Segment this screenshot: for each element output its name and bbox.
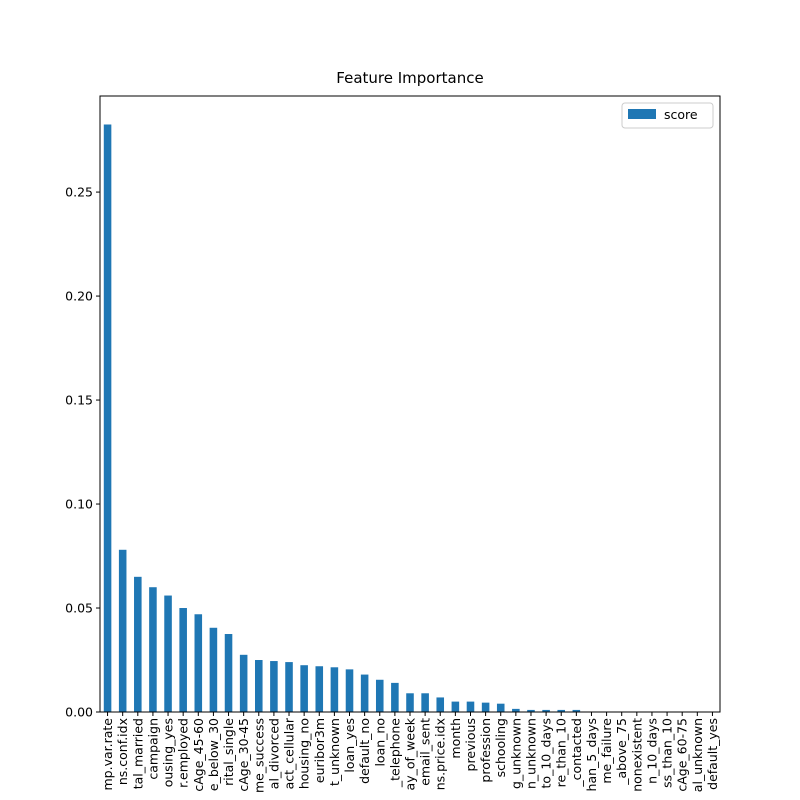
bar bbox=[557, 709, 565, 712]
x-tick-label: _contacted bbox=[569, 718, 584, 788]
x-tick-label: schooling bbox=[493, 718, 508, 777]
x-tick-label: default_yes bbox=[705, 718, 720, 790]
bar bbox=[300, 665, 308, 712]
x-tick-label: mp.var.rate bbox=[100, 718, 115, 791]
bar bbox=[481, 702, 490, 712]
bar bbox=[118, 549, 127, 712]
x-tick-label: rital_single bbox=[221, 718, 236, 786]
y-tick-label: 0.25 bbox=[65, 185, 93, 200]
bar bbox=[375, 679, 384, 712]
plot-frame bbox=[99, 95, 721, 713]
x-tick-label: han_5_days bbox=[584, 718, 599, 791]
x-tick-label: euribor3m bbox=[312, 718, 327, 783]
bar bbox=[345, 669, 354, 712]
x-tick-label: previous bbox=[463, 718, 478, 771]
x-tick-label: al_unknown bbox=[690, 718, 705, 792]
y-tick-label: 0.20 bbox=[65, 289, 93, 304]
x-tick-label: g_unknown bbox=[508, 718, 523, 789]
x-tick-label: me_success bbox=[251, 718, 266, 793]
y-tick-label: 0.10 bbox=[65, 497, 93, 512]
x-tick-label: al_divorced bbox=[266, 718, 281, 789]
bar bbox=[360, 674, 369, 712]
bar bbox=[451, 701, 460, 712]
bar bbox=[194, 614, 203, 712]
x-tick-label: e_below_30 bbox=[206, 718, 221, 791]
bar bbox=[527, 709, 535, 712]
bar bbox=[239, 654, 248, 712]
bar bbox=[270, 661, 278, 712]
legend-swatch bbox=[628, 109, 656, 119]
x-tick-label: cAge_30-45 bbox=[236, 718, 251, 792]
bar bbox=[496, 703, 505, 712]
bar bbox=[406, 693, 414, 712]
x-tick-label: re_than_10 bbox=[554, 718, 569, 787]
bar bbox=[542, 709, 550, 712]
x-tick-label: ns.conf.idx bbox=[115, 718, 130, 785]
bar bbox=[285, 662, 293, 712]
bar bbox=[164, 595, 172, 712]
x-tick-label: loan_yes bbox=[342, 718, 357, 773]
x-tick-label: act_cellular bbox=[282, 717, 297, 789]
bar bbox=[572, 709, 581, 712]
x-tick-label: ns.price.idx bbox=[433, 718, 448, 790]
x-tick-label: tal_married bbox=[130, 718, 145, 789]
x-tick-label: _above_75 bbox=[614, 718, 629, 786]
bar bbox=[209, 627, 218, 712]
bar bbox=[149, 587, 157, 712]
x-tick-label: loan_no bbox=[372, 718, 387, 767]
x-tick-label: n_10_days bbox=[644, 718, 659, 784]
x-tick-label: nonexistent bbox=[629, 718, 644, 792]
x-tick-label: housing_no bbox=[297, 718, 312, 789]
bar bbox=[391, 682, 399, 712]
x-tick-label: cAge_60-75 bbox=[675, 718, 690, 792]
bar bbox=[466, 701, 475, 712]
x-tick-label: email_sent bbox=[418, 718, 433, 786]
chart-title: Feature Importance bbox=[336, 69, 483, 87]
x-tick-label: ousing_yes bbox=[161, 718, 176, 787]
x-tick-label: r.employed bbox=[176, 718, 191, 788]
x-tick-label: month bbox=[448, 718, 463, 759]
x-tick-label: to_10_days bbox=[539, 718, 554, 788]
bar bbox=[224, 634, 233, 712]
x-tick-label: ay_of_week bbox=[403, 717, 418, 790]
bar bbox=[255, 660, 263, 712]
bar bbox=[103, 124, 112, 712]
x-tick-label: me_failure bbox=[599, 718, 614, 784]
x-tick-label: cAge_45-60 bbox=[191, 718, 206, 792]
x-tick-label: profession bbox=[478, 718, 493, 783]
bar bbox=[436, 697, 445, 712]
legend-label: score bbox=[664, 107, 698, 122]
bar bbox=[421, 693, 429, 712]
x-tick-label: _telephone bbox=[387, 718, 402, 788]
x-tick-label: n_unknown bbox=[523, 718, 538, 789]
x-tick-label: campaign bbox=[145, 718, 160, 780]
bar bbox=[179, 608, 187, 712]
bar bbox=[330, 667, 339, 712]
bar bbox=[512, 708, 520, 712]
bar bbox=[134, 576, 142, 712]
y-tick-label: 0.05 bbox=[65, 601, 93, 616]
y-tick-label: 0.15 bbox=[65, 393, 93, 408]
bar bbox=[315, 666, 324, 712]
x-tick-label: t_unknown bbox=[327, 718, 342, 786]
x-tick-label: ss_than_10 bbox=[660, 718, 675, 788]
y-tick-label: 0.00 bbox=[65, 705, 93, 720]
x-tick-label: default_no bbox=[357, 718, 372, 784]
